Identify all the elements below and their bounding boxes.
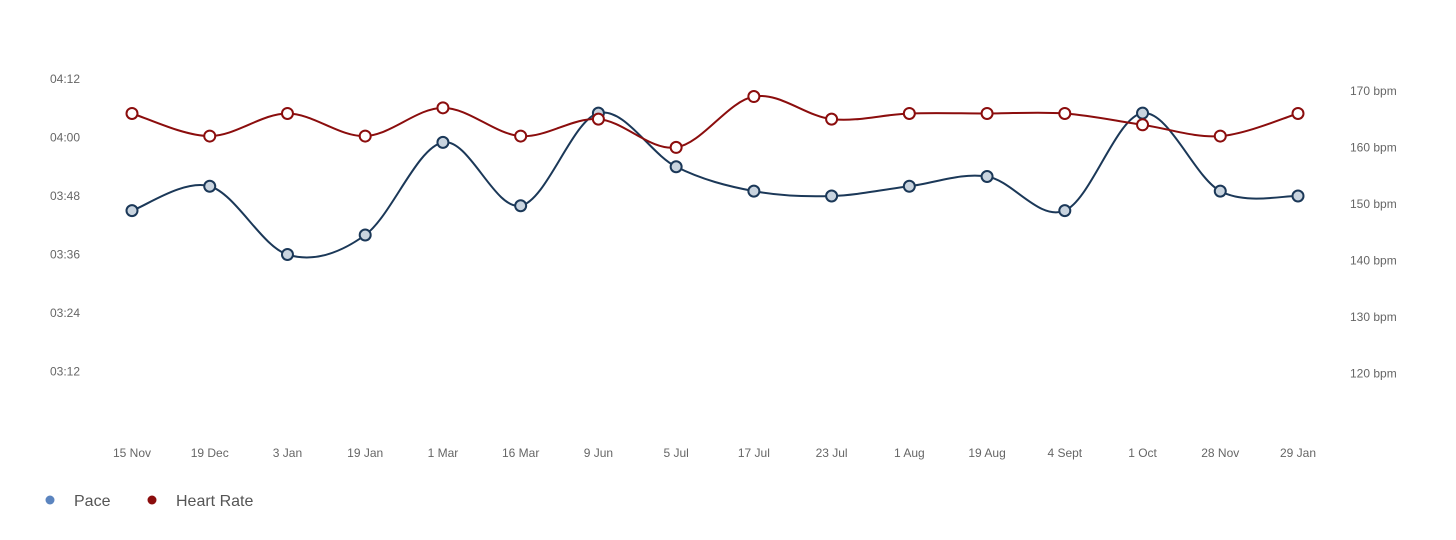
x-tick-label: 1 Mar — [428, 446, 459, 460]
heart-rate-line — [131, 94, 1299, 149]
x-tick-label: 5 Jul — [663, 446, 688, 460]
heart-rate-point[interactable] — [203, 129, 217, 143]
pace-point[interactable] — [358, 228, 372, 242]
right-tick-label: 150 bpm — [1350, 197, 1397, 211]
pace-point[interactable] — [280, 248, 294, 261]
left-tick-label: 03:36 — [50, 248, 80, 262]
pace-point[interactable] — [436, 135, 450, 149]
pace-point[interactable] — [1058, 204, 1072, 218]
heart-rate-point[interactable] — [514, 129, 528, 143]
pace-line — [131, 111, 1299, 259]
x-tick-label: 1 Oct — [1128, 446, 1157, 460]
heart-rate-point[interactable] — [902, 106, 916, 120]
legend: Pace Heart Rate — [45, 493, 254, 510]
heart-rate-point[interactable] — [825, 112, 839, 126]
x-tick-label: 19 Dec — [191, 446, 229, 460]
right-y-axis: 120 bpm 130 bpm 140 bpm 150 bpm 160 bpm 170 b… — [1350, 84, 1397, 381]
x-tick-label: 1 Aug — [894, 446, 925, 460]
pace-point[interactable] — [1136, 106, 1150, 120]
heart-rate-point[interactable] — [591, 112, 605, 126]
heart-rate-point[interactable] — [747, 90, 761, 104]
pace-point[interactable] — [514, 199, 528, 213]
heart-rate-point[interactable] — [125, 106, 139, 120]
right-tick-label: 120 bpm — [1350, 366, 1397, 380]
x-tick-label: 19 Jan — [347, 446, 383, 460]
pace-point[interactable] — [203, 179, 217, 193]
series-layer — [125, 90, 1305, 261]
x-tick-label: 4 Sept — [1047, 446, 1082, 460]
legend-label-heart-rate: Heart Rate — [176, 493, 253, 510]
left-tick-label: 03:24 — [50, 306, 80, 320]
right-tick-label: 130 bpm — [1350, 310, 1397, 324]
pace-point[interactable] — [669, 160, 683, 174]
x-tick-label: 3 Jan — [273, 446, 302, 460]
pace-point[interactable] — [1213, 184, 1227, 198]
pace-point[interactable] — [125, 204, 139, 218]
pace-point[interactable] — [825, 189, 839, 203]
heart-rate-point[interactable] — [1136, 118, 1150, 132]
right-tick-label: 160 bpm — [1350, 140, 1397, 154]
legend-marker-heart-rate — [147, 495, 157, 505]
x-tick-label: 15 Nov — [113, 446, 151, 460]
left-y-axis: 03:12 03:24 03:36 03:48 04:00 04:12 — [50, 72, 80, 379]
x-tick-label: 17 Jul — [738, 446, 770, 460]
x-tick-label: 29 Jan — [1280, 446, 1316, 460]
x-tick-label: 16 Mar — [502, 446, 539, 460]
x-tick-label: 9 Jun — [584, 446, 613, 460]
legend-item-pace[interactable]: Pace — [45, 493, 111, 510]
x-tick-label: 23 Jul — [816, 446, 848, 460]
legend-marker-pace — [45, 495, 55, 505]
right-tick-label: 140 bpm — [1350, 253, 1397, 267]
right-tick-label: 170 bpm — [1350, 84, 1397, 98]
x-axis: 15 Nov 19 Dec 3 Jan 19 Jan 1 Mar 16 Mar 9 Jun 5… — [113, 446, 1316, 460]
x-tick-label: 19 Aug — [968, 446, 1005, 460]
heart-rate-point[interactable] — [669, 140, 683, 154]
heart-rate-point[interactable] — [1213, 129, 1227, 143]
legend-item-heart-rate[interactable]: Heart Rate — [147, 493, 254, 510]
legend-label-pace: Pace — [74, 493, 111, 510]
pace-point[interactable] — [980, 170, 994, 183]
pace-series — [125, 106, 1305, 261]
heart-rate-point[interactable] — [980, 106, 994, 120]
left-tick-label: 03:48 — [50, 189, 80, 203]
pace-point[interactable] — [747, 184, 761, 198]
pace-point[interactable] — [1291, 189, 1305, 203]
heart-rate-point[interactable] — [436, 101, 450, 115]
heart-rate-point[interactable] — [1058, 106, 1072, 120]
left-tick-label: 04:00 — [50, 131, 80, 145]
x-tick-label: 28 Nov — [1201, 446, 1239, 460]
heart-rate-point[interactable] — [1291, 106, 1305, 120]
heart-rate-point[interactable] — [280, 106, 294, 120]
left-tick-label: 03:12 — [50, 365, 80, 379]
pace-point[interactable] — [902, 179, 916, 193]
heart-rate-point[interactable] — [358, 129, 372, 143]
left-tick-label: 04:12 — [50, 72, 80, 86]
heart-rate-series — [125, 90, 1305, 154]
